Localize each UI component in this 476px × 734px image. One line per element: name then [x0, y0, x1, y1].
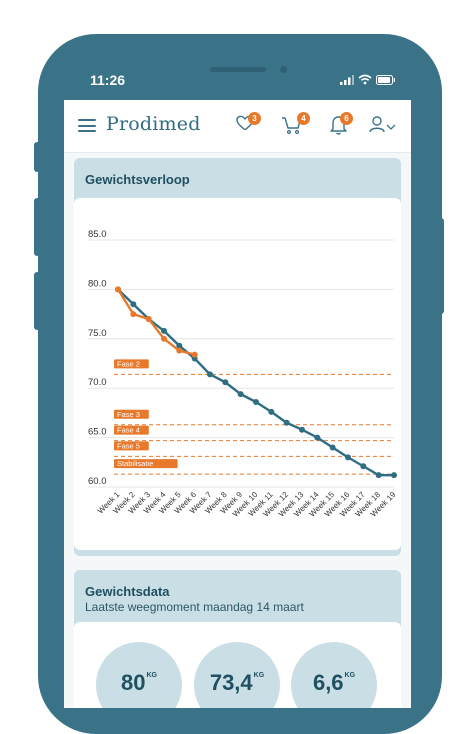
user-icon [369, 116, 385, 133]
notifications-badge: 6 [340, 112, 353, 125]
notifications-button[interactable]: 6 [325, 110, 355, 140]
weight-data-title: Gewichtsdata [85, 584, 170, 599]
status-time: 11:26 [90, 72, 126, 88]
current-weight-unit: KG [253, 672, 265, 679]
target-series-point [237, 391, 244, 398]
target-series-point [329, 444, 336, 451]
actual-series-point [191, 351, 198, 358]
y-tick-label: 65.0 [88, 427, 107, 438]
y-tick-label: 60.0 [88, 476, 107, 487]
phase-label-bg [114, 409, 149, 419]
actual-series-point [161, 335, 167, 342]
chevron-down-icon [386, 124, 396, 130]
wishlist-badge: 3 [248, 112, 261, 125]
weight-lost-unit: KG [344, 672, 356, 679]
battery-icon [376, 75, 395, 85]
phone-side-button [34, 142, 40, 172]
phase-label-bg [114, 459, 178, 469]
front-camera [280, 66, 287, 73]
hamburger-menu-icon[interactable] [78, 119, 96, 132]
y-tick-label: 85.0 [88, 229, 107, 240]
target-series-line [117, 288, 394, 477]
main-content: Gewichtsverloop 60.0 65.0 70.0 75.0 80.0 85.0… [64, 153, 411, 708]
target-series-point [283, 419, 290, 426]
y-tick-label: 75.0 [88, 328, 107, 339]
actual-series-point [176, 347, 183, 354]
cart-button[interactable]: 4 [278, 110, 310, 140]
cart-badge: 4 [297, 112, 310, 125]
weight-stats-panel: 80KG 73,4KG 6,6KG [74, 622, 401, 708]
weight-lost-value: 6,6 [312, 670, 344, 695]
speaker-grille [210, 67, 266, 72]
phase-label: Fase 3 [117, 410, 140, 419]
target-series-point [360, 463, 367, 470]
target-series-point [207, 371, 213, 378]
current-weight-value: 73,4 [209, 670, 253, 695]
phase-label-bg [114, 425, 149, 435]
wifi-icon [358, 74, 372, 85]
start-weight-unit: KG [146, 672, 157, 679]
actual-series-point [115, 286, 121, 293]
weight-chart-title: Gewichtsverloop [85, 172, 190, 187]
actual-series-point [130, 311, 137, 318]
signal-icon [340, 75, 354, 85]
phase-label: Fase 4 [117, 426, 140, 435]
target-series-point [161, 327, 167, 334]
weight-chart: 60.0 65.0 70.0 75.0 80.0 85.0 Fase 2 Fase 3 Fase… [88, 229, 398, 519]
account-button[interactable] [366, 110, 396, 140]
target-series-point [268, 408, 275, 415]
target-series-point [314, 434, 321, 441]
phone-power-button [438, 218, 444, 314]
target-series-point [130, 301, 137, 308]
y-tick-label: 70.0 [88, 377, 107, 388]
phone-volume-down-button [34, 272, 40, 330]
app-header: Prodimed 3 4 6 [64, 100, 411, 153]
target-series-point [391, 472, 397, 479]
wishlist-button[interactable]: 3 [231, 110, 261, 140]
weight-chart-panel: 60.0 65.0 70.0 75.0 80.0 85.0 Fase 2 Fase 3 Fase… [74, 198, 401, 550]
phone-volume-up-button [34, 198, 40, 256]
cart-icon [282, 117, 301, 135]
current-weight-circle: 73,4KG [194, 642, 280, 708]
weight-data-card: Gewichtsdata Laatste weegmoment maandag … [74, 570, 401, 708]
app-screen: Prodimed 3 4 6 [64, 100, 411, 708]
phase-label: Fase 2 [117, 359, 140, 368]
target-series-point [176, 342, 183, 349]
weight-lost-circle: 6,6KG [291, 642, 377, 708]
status-bar: 11:26 [64, 60, 414, 100]
phase-label: Fase 5 [117, 441, 140, 450]
target-series-point [253, 399, 259, 406]
target-series-point [345, 454, 351, 461]
start-weight-value: 80 [121, 670, 146, 695]
brand-logo[interactable]: Prodimed [106, 113, 201, 135]
actual-series-point [145, 316, 152, 323]
phase-label-bg [114, 359, 149, 369]
phase-label-bg [114, 441, 149, 451]
target-series-point [375, 472, 382, 479]
target-series-point [222, 379, 229, 386]
start-weight-circle: 80KG [96, 642, 182, 708]
last-weigh-in-text: Laatste weegmoment maandag 14 maart [85, 600, 304, 614]
weight-chart-card: Gewichtsverloop 60.0 65.0 70.0 75.0 80.0 85.0… [74, 158, 401, 556]
target-series-point [299, 426, 305, 433]
phase-label: Stabilisatie [117, 459, 153, 468]
y-tick-label: 80.0 [88, 278, 107, 289]
